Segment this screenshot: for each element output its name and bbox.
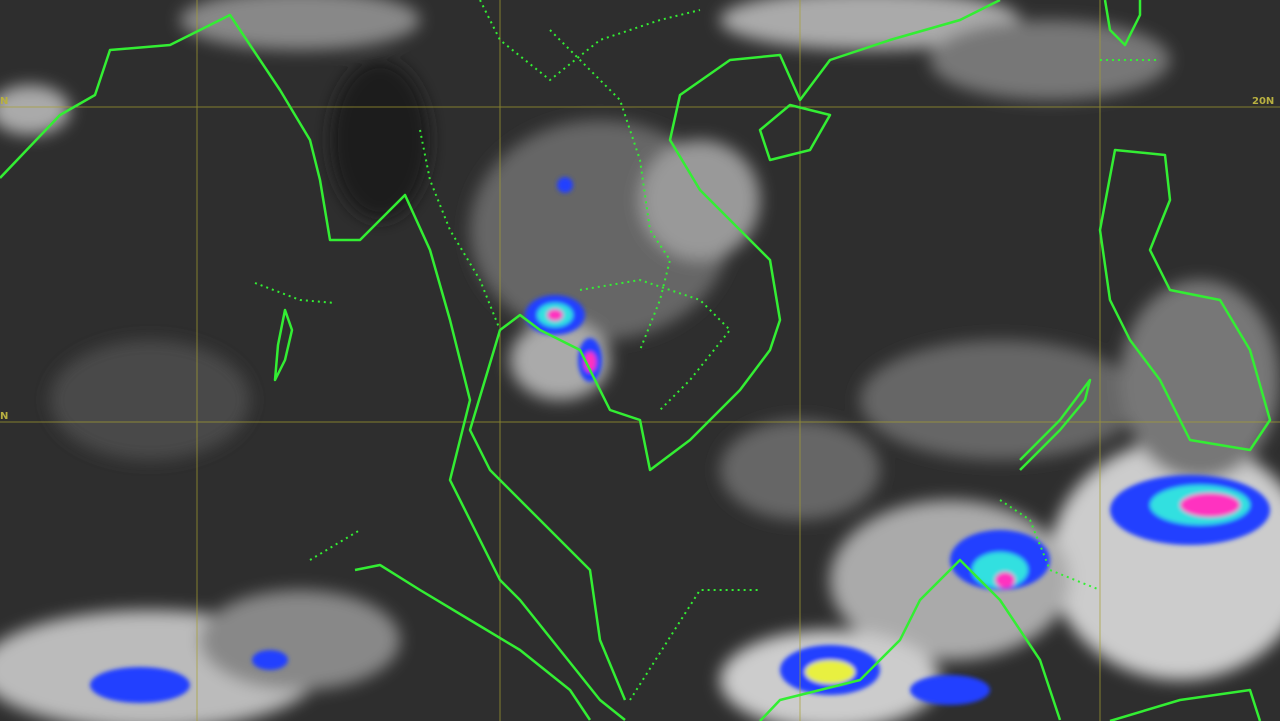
lat-label-10n-left: N <box>0 411 8 422</box>
convective-cells <box>90 177 1270 705</box>
lat-label-20n-left: N <box>0 96 8 107</box>
lat-label-20n: 20N <box>1252 96 1274 107</box>
borders <box>254 0 1160 701</box>
